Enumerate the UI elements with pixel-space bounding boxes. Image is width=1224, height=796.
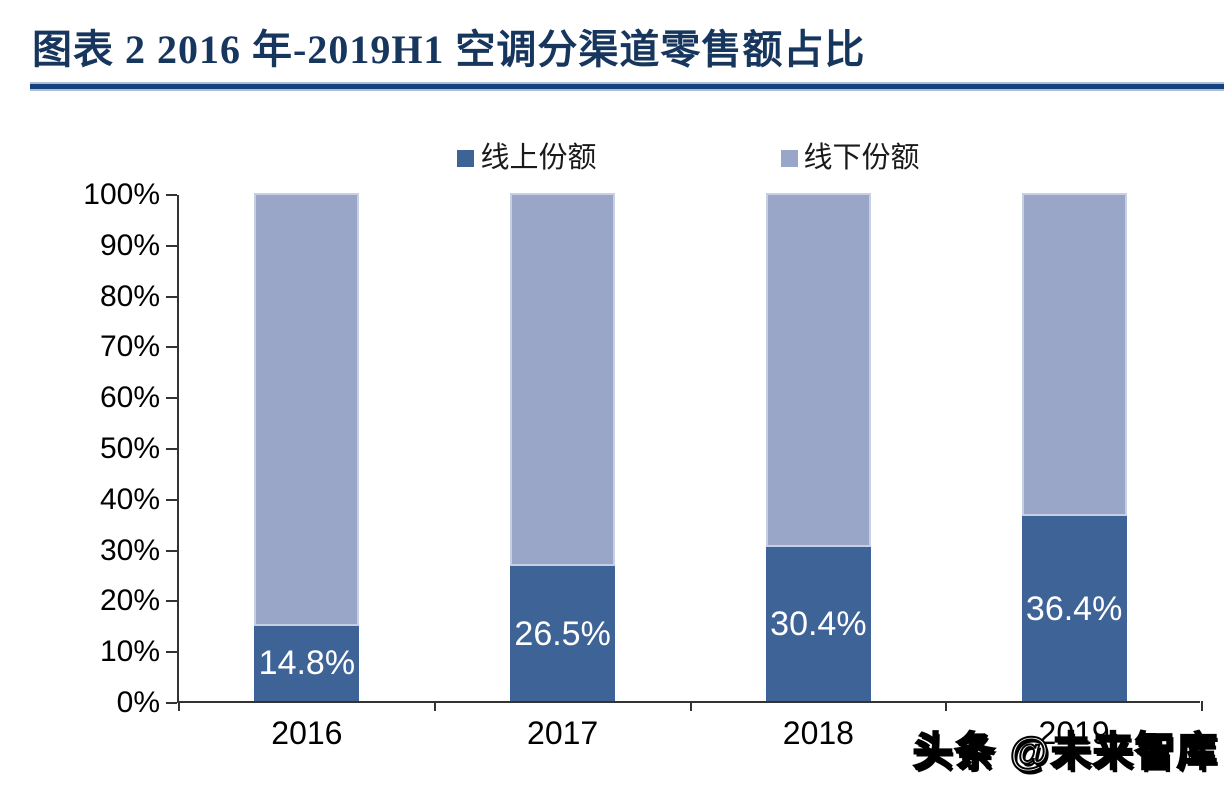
legend-item-online: 线上份额 xyxy=(457,142,597,174)
y-axis-tick xyxy=(166,702,177,704)
bar-segment-online: 36.4% xyxy=(1021,516,1127,701)
y-axis-tick xyxy=(166,397,177,400)
y-axis-tick xyxy=(166,600,177,603)
y-axis-label: 50% xyxy=(99,432,160,465)
y-axis-label: 30% xyxy=(99,533,160,567)
stacked-bar: 36.4% xyxy=(1021,193,1127,701)
y-axis-tick xyxy=(166,549,177,552)
y-axis-label: 100% xyxy=(83,178,160,211)
chart-legend: 线上份额 线下份额 xyxy=(177,144,1200,173)
title-divider-rule xyxy=(30,82,1224,91)
stacked-bar: 30.4% xyxy=(765,193,871,701)
x-axis-label: 2016 xyxy=(271,715,343,751)
bar-segment-online: 30.4% xyxy=(765,546,871,701)
y-axis-tick xyxy=(166,244,177,247)
bar-segment-offline xyxy=(254,193,360,626)
y-axis-label: 20% xyxy=(99,584,160,618)
y-axis-label: 70% xyxy=(99,330,160,364)
y-axis-tick xyxy=(166,651,177,654)
y-axis-label: 60% xyxy=(99,381,160,415)
stacked-bar: 26.5% xyxy=(510,193,616,701)
legend-swatch-online-icon xyxy=(457,150,475,167)
y-axis-label: 80% xyxy=(99,279,160,313)
bar-value-label: 26.5% xyxy=(514,614,611,653)
bar-segment-offline xyxy=(1021,193,1127,517)
x-axis-tick xyxy=(945,701,948,711)
legend-swatch-offline-icon xyxy=(780,150,798,167)
plot-area: 0% 10% 20% 30% 40% 50% 60% 70% 80% 90% 100% 14.8% 20… xyxy=(83,178,1203,751)
y-axis-tick xyxy=(166,194,177,196)
y-axis-tick xyxy=(166,346,177,349)
bar-value-label: 30.4% xyxy=(770,604,867,643)
y-axis-label: 40% xyxy=(99,482,160,516)
stacked-bar: 14.8% xyxy=(254,193,360,701)
y-axis-tick xyxy=(166,295,177,298)
x-axis-label: 2018 xyxy=(782,715,854,751)
x-axis-label: 2017 xyxy=(527,715,599,751)
legend-item-offline: 线下份额 xyxy=(780,142,920,174)
bar-segment-offline xyxy=(765,193,871,547)
y-axis-label: 10% xyxy=(99,635,160,669)
bar-value-label: 14.8% xyxy=(258,644,356,683)
bar-segment-online: 14.8% xyxy=(254,625,360,701)
bar-segment-online: 26.5% xyxy=(510,566,616,701)
y-axis-label: 90% xyxy=(99,228,160,262)
x-axis-tick xyxy=(178,701,180,711)
x-axis-tick xyxy=(689,701,692,711)
y-axis-tick xyxy=(166,448,177,450)
legend-label-online: 线上份额 xyxy=(480,142,597,174)
x-axis-tick xyxy=(433,701,436,711)
watermark: 头条 @未来智库 xyxy=(912,729,1219,775)
bar-value-label: 36.4% xyxy=(1025,589,1123,628)
x-axis-tick xyxy=(1201,701,1203,711)
y-axis-label: 0% xyxy=(116,686,160,719)
legend-label-offline: 线下份额 xyxy=(803,142,920,174)
figure-title: 图表 2 2016 年-2019H1 空调分渠道零售额占比 xyxy=(32,27,866,72)
x-axis-label: 2019 xyxy=(1038,715,1110,751)
bar-segment-offline xyxy=(510,193,616,567)
y-axis-tick xyxy=(166,498,177,501)
